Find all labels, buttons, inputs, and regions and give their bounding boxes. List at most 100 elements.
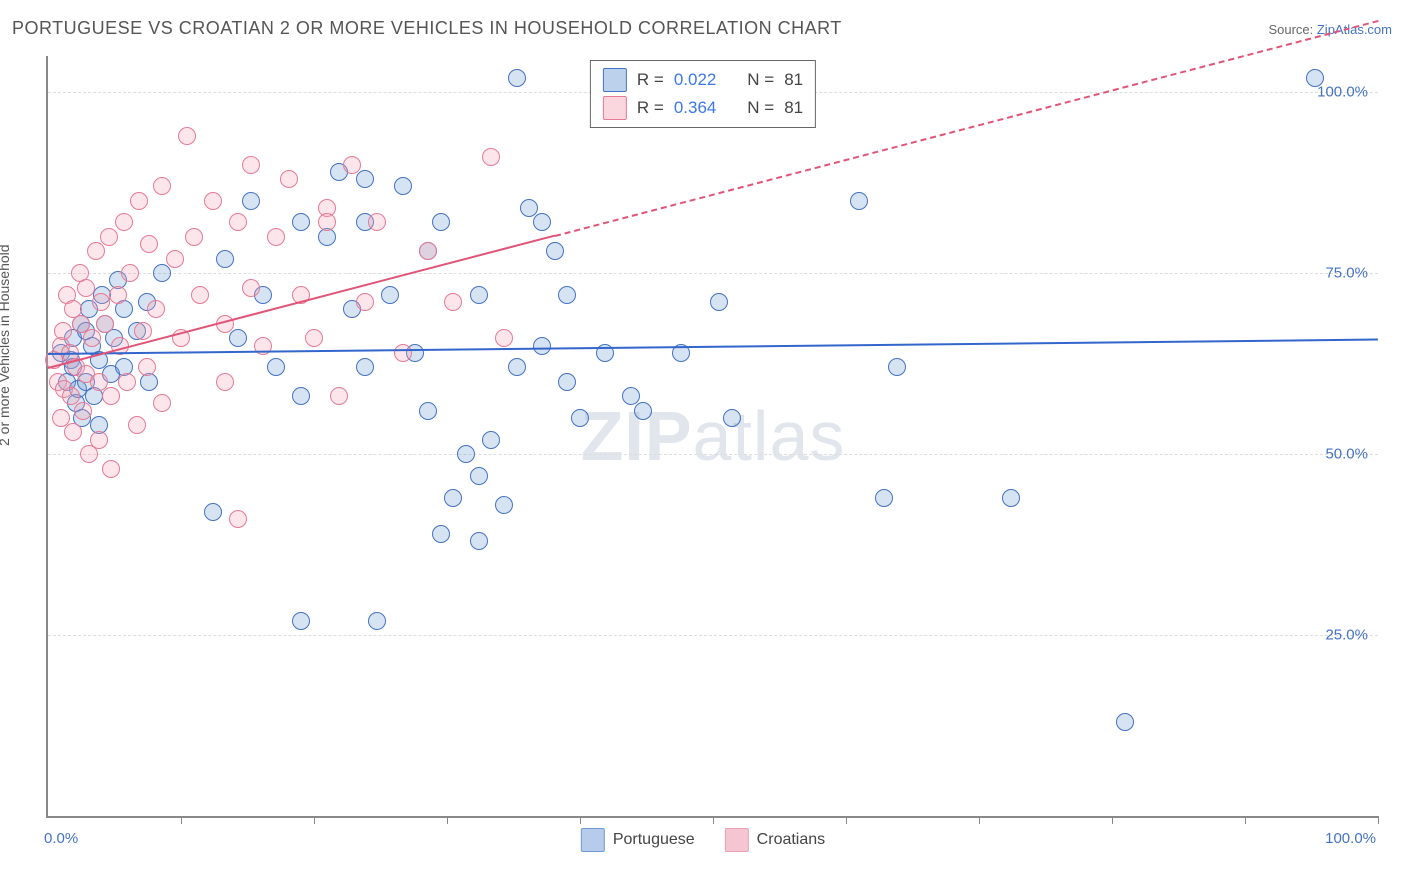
data-point	[482, 148, 500, 166]
data-point	[140, 235, 158, 253]
data-point	[558, 373, 576, 391]
data-point	[130, 192, 148, 210]
data-point	[368, 213, 386, 231]
legend-label: Croatians	[757, 831, 825, 849]
correlation-legend: R = 0.022 N = 81R = 0.364 N = 81	[590, 60, 816, 128]
data-point	[381, 286, 399, 304]
x-tick	[979, 816, 980, 824]
data-point	[229, 213, 247, 231]
legend-item: Portuguese	[581, 828, 695, 852]
data-point	[318, 213, 336, 231]
data-point	[280, 170, 298, 188]
data-point	[229, 329, 247, 347]
data-point	[888, 358, 906, 376]
data-point	[87, 242, 105, 260]
legend-label: Portuguese	[613, 831, 695, 849]
data-point	[419, 402, 437, 420]
legend-r-value: 0.364	[674, 98, 728, 118]
gridline	[48, 454, 1378, 455]
legend-swatch	[581, 828, 605, 852]
data-point	[546, 242, 564, 260]
data-point	[121, 264, 139, 282]
data-point	[394, 177, 412, 195]
legend-row: R = 0.364 N = 81	[603, 94, 803, 122]
y-tick-label: 75.0%	[1325, 265, 1368, 282]
x-tick	[314, 816, 315, 824]
chart-title: PORTUGUESE VS CROATIAN 2 OR MORE VEHICLE…	[12, 18, 842, 39]
legend-swatch	[603, 68, 627, 92]
data-point	[1116, 713, 1134, 731]
x-tick	[181, 816, 182, 824]
data-point	[292, 213, 310, 231]
data-point	[432, 525, 450, 543]
data-point	[533, 337, 551, 355]
data-point	[508, 69, 526, 87]
data-point	[74, 402, 92, 420]
data-point	[533, 213, 551, 231]
data-point	[216, 373, 234, 391]
trend-line	[554, 20, 1378, 237]
data-point	[292, 612, 310, 630]
data-point	[470, 467, 488, 485]
data-point	[64, 423, 82, 441]
data-point	[495, 329, 513, 347]
data-point	[134, 322, 152, 340]
data-point	[242, 192, 260, 210]
data-point	[723, 409, 741, 427]
x-axis-min-label: 0.0%	[44, 830, 78, 847]
data-point	[118, 373, 136, 391]
data-point	[153, 177, 171, 195]
data-point	[138, 358, 156, 376]
data-point	[356, 358, 374, 376]
data-point	[508, 358, 526, 376]
data-point	[166, 250, 184, 268]
data-point	[495, 496, 513, 514]
legend-n-value: 81	[784, 98, 803, 118]
x-tick	[580, 816, 581, 824]
trend-line	[48, 338, 1378, 354]
gridline	[48, 635, 1378, 636]
data-point	[850, 192, 868, 210]
data-point	[267, 358, 285, 376]
data-point	[444, 293, 462, 311]
data-point	[343, 156, 361, 174]
data-point	[1002, 489, 1020, 507]
legend-row: R = 0.022 N = 81	[603, 66, 803, 94]
data-point	[242, 279, 260, 297]
data-point	[571, 409, 589, 427]
data-point	[394, 344, 412, 362]
data-point	[90, 431, 108, 449]
data-point	[470, 532, 488, 550]
x-tick	[1378, 816, 1379, 824]
data-point	[115, 213, 133, 231]
x-tick	[713, 816, 714, 824]
x-tick	[1245, 816, 1246, 824]
data-point	[102, 387, 120, 405]
data-point	[368, 612, 386, 630]
legend-r-value: 0.022	[674, 70, 728, 90]
data-point	[457, 445, 475, 463]
data-point	[128, 416, 146, 434]
data-point	[77, 279, 95, 297]
data-point	[92, 293, 110, 311]
data-point	[444, 489, 462, 507]
legend-item: Croatians	[725, 828, 825, 852]
data-point	[153, 264, 171, 282]
series-legend: Portuguese Croatians	[581, 828, 825, 852]
y-tick-label: 50.0%	[1325, 446, 1368, 463]
data-point	[634, 402, 652, 420]
legend-swatch	[603, 96, 627, 120]
scatter-plot-area: ZIPatlas 25.0%50.0%75.0%100.0%	[46, 56, 1378, 818]
data-point	[204, 503, 222, 521]
data-point	[229, 510, 247, 528]
x-tick	[447, 816, 448, 824]
y-tick-label: 25.0%	[1325, 627, 1368, 644]
data-point	[267, 228, 285, 246]
data-point	[242, 156, 260, 174]
data-point	[185, 228, 203, 246]
data-point	[305, 329, 323, 347]
data-point	[96, 315, 114, 333]
data-point	[109, 286, 127, 304]
data-point	[1306, 69, 1324, 87]
data-point	[432, 213, 450, 231]
